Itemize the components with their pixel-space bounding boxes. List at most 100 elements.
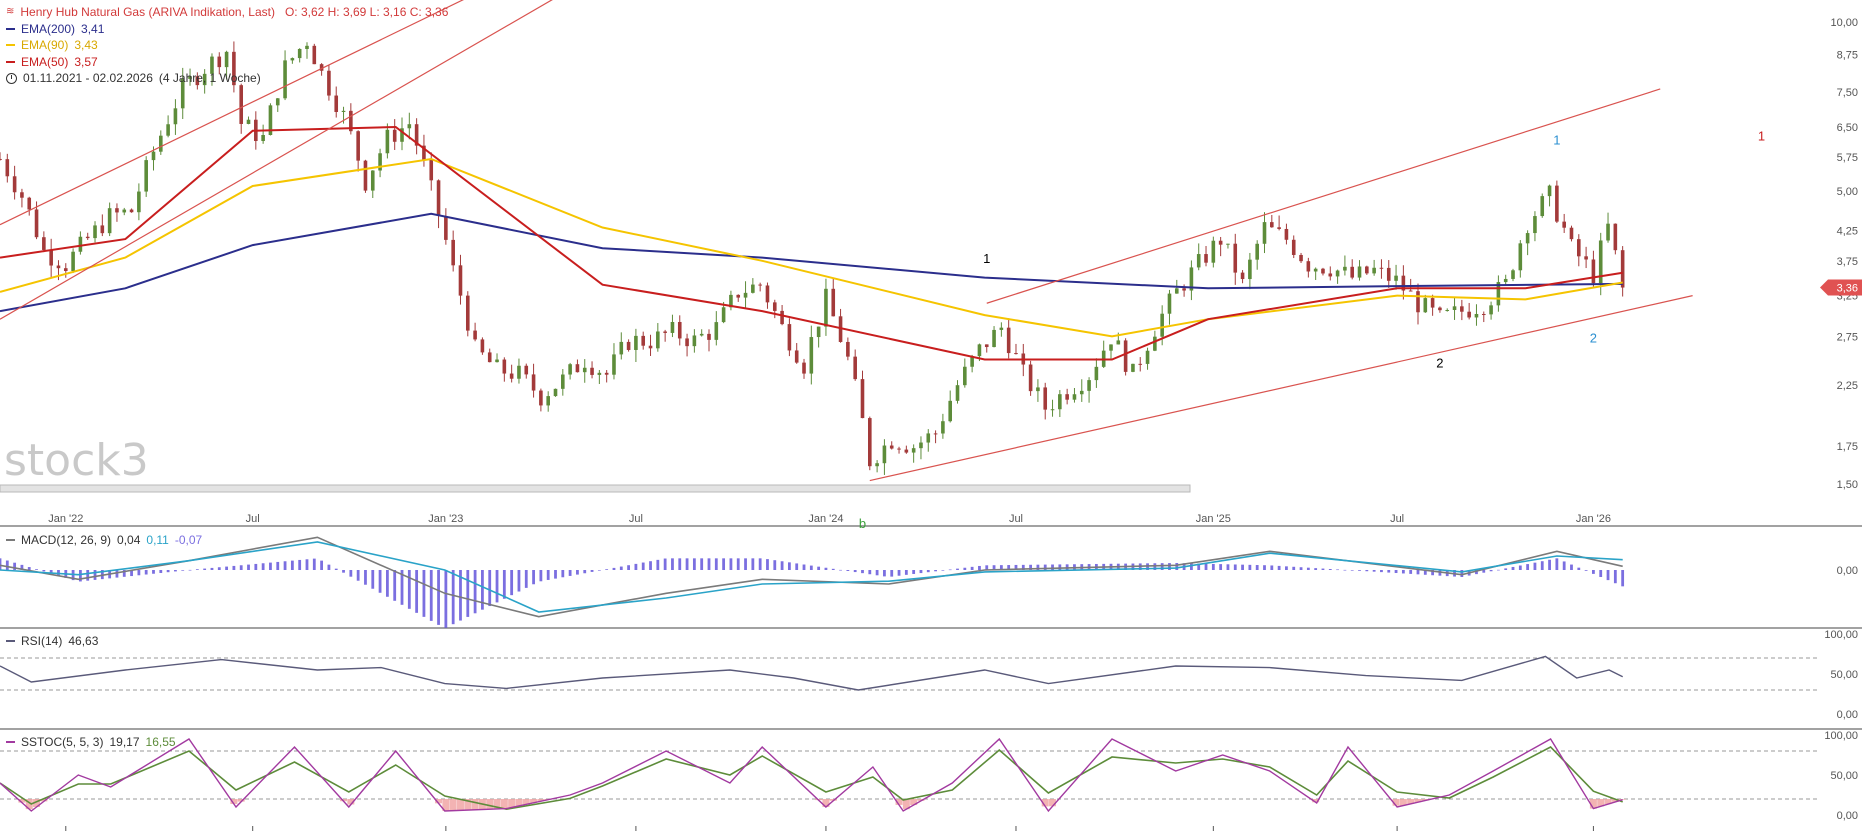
range-row[interactable]: 01.11.2021 - 02.02.2026 (4 Jahre, 1 Woch… xyxy=(6,70,448,87)
macd-bar xyxy=(883,570,886,577)
macd-bar xyxy=(671,558,674,570)
rsi-label: RSI(14) xyxy=(21,634,63,648)
macd-bar xyxy=(576,570,579,575)
candle-body xyxy=(261,135,265,142)
macd-bar xyxy=(1197,563,1201,570)
candle-body xyxy=(319,64,324,71)
stoch-oversold-fill xyxy=(449,799,457,811)
ema90-row[interactable]: EMA(90) 3,43 xyxy=(6,37,448,54)
macd-bar xyxy=(137,570,141,576)
macd-bar xyxy=(524,570,528,588)
candle-body xyxy=(1533,216,1537,234)
macd-legend[interactable]: MACD(12, 26, 9) 0,04 0,11 -0,07 xyxy=(6,533,202,547)
macd-bar xyxy=(473,570,477,614)
macd-bar xyxy=(1621,570,1625,587)
macd-bar xyxy=(495,570,499,603)
candle-body xyxy=(860,379,865,419)
macd-value-1: 0,04 xyxy=(117,533,141,547)
candle-body xyxy=(1511,270,1515,279)
candle-body xyxy=(1167,293,1172,314)
candle-body xyxy=(370,170,375,191)
candle-body xyxy=(568,364,572,375)
candle-body xyxy=(1196,254,1201,268)
macd-bar xyxy=(627,565,630,570)
macd-bar xyxy=(290,560,294,570)
ema50-row[interactable]: EMA(50) 3,57 xyxy=(6,54,448,71)
macd-bar xyxy=(1241,564,1244,570)
candle-body xyxy=(71,251,75,271)
candle-body xyxy=(392,129,397,142)
macd-bar xyxy=(1372,570,1376,572)
macd-bar xyxy=(1255,565,1259,570)
candle-body xyxy=(34,209,39,238)
candle-body xyxy=(1291,239,1296,255)
x-tick-label: Jul xyxy=(1390,513,1404,525)
candle-body xyxy=(129,209,134,213)
candle-body xyxy=(151,151,156,161)
trendline xyxy=(0,0,553,320)
macd-bar xyxy=(385,570,389,597)
candle-body xyxy=(663,331,667,333)
stoch-oversold-fill xyxy=(464,799,472,811)
macd-bar xyxy=(159,570,163,573)
macd-bar xyxy=(532,570,535,585)
candle-body xyxy=(1357,266,1362,278)
stoch-oversold-fill xyxy=(1421,799,1429,801)
candle-body xyxy=(897,448,901,450)
last-price-tag xyxy=(1820,279,1862,296)
ema200-line xyxy=(0,212,1623,313)
macd-bar xyxy=(831,568,835,570)
candle-body xyxy=(1598,240,1603,284)
x-tick-label: Jan '22 xyxy=(48,513,83,525)
candle-body xyxy=(517,365,521,379)
macd-bar xyxy=(1613,570,1617,584)
macd-bar xyxy=(897,570,901,576)
macd-bar xyxy=(970,566,974,570)
macd-bar xyxy=(393,570,397,601)
candle-body xyxy=(831,288,836,317)
stoch-oversold-fill xyxy=(471,799,479,810)
candle-body xyxy=(758,284,762,286)
macd-bar xyxy=(590,570,594,572)
stoch-oversold-fill xyxy=(1407,799,1415,804)
macd-bar xyxy=(663,558,667,570)
rsi-legend[interactable]: RSI(14) 46,63 xyxy=(6,634,98,648)
candle-body xyxy=(677,321,682,339)
candle-body xyxy=(509,373,514,379)
macd-bar xyxy=(203,568,207,570)
macd-bar xyxy=(978,565,981,570)
candle-body xyxy=(1153,336,1157,351)
candle-body xyxy=(1240,272,1245,280)
x-tick-label: Jul xyxy=(246,513,260,525)
candle-body xyxy=(1050,409,1055,411)
macd-bar xyxy=(539,570,543,582)
rsi-value: 46,63 xyxy=(68,634,99,648)
macd-bar xyxy=(247,564,250,570)
candle-body xyxy=(1445,309,1450,311)
macd-bar xyxy=(488,570,492,607)
macd-bar xyxy=(1350,570,1354,571)
candle-body xyxy=(1094,366,1099,381)
instrument-title[interactable]: Henry Hub Natural Gas (ARIVA Indikation,… xyxy=(20,5,275,19)
candle-body xyxy=(1218,240,1223,245)
ema200-row[interactable]: EMA(200) 3,41 xyxy=(6,21,448,38)
clock-icon xyxy=(6,72,17,84)
candle-body xyxy=(1123,340,1128,372)
macd-bar xyxy=(1496,569,1500,571)
stoch-oversold-fill xyxy=(1619,799,1627,800)
macd-bar xyxy=(605,569,609,570)
macd-bar xyxy=(400,570,404,605)
macd-bar xyxy=(1358,570,1361,571)
macd-bar xyxy=(415,570,419,613)
macd-bar xyxy=(298,559,302,570)
macd-histogram xyxy=(0,558,1625,628)
sstoc-legend[interactable]: SSTOC(5, 5, 3) 19,17 16,55 xyxy=(6,735,176,749)
stoch-oversold-fill xyxy=(910,799,918,806)
candle-body xyxy=(1131,363,1135,372)
stoch-oversold-fill xyxy=(493,799,501,809)
macd-bar xyxy=(1570,564,1573,570)
candle-body xyxy=(1584,256,1588,260)
candle-body xyxy=(948,400,953,422)
macd-bar xyxy=(481,570,484,610)
